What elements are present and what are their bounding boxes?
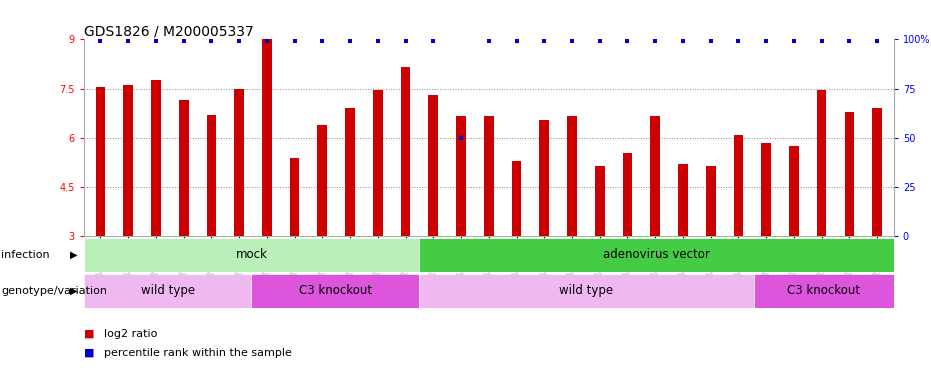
- Text: adenovirus vector: adenovirus vector: [603, 249, 709, 261]
- Point: [509, 38, 524, 44]
- Bar: [512, 161, 521, 236]
- Point: [204, 38, 219, 44]
- Point: [759, 38, 774, 44]
- Point: [371, 38, 385, 44]
- Bar: [419, 274, 754, 308]
- Text: genotype/variation: genotype/variation: [1, 286, 107, 296]
- Bar: [816, 90, 827, 236]
- Text: ■: ■: [84, 348, 94, 357]
- Bar: [373, 90, 383, 236]
- Bar: [84, 274, 251, 308]
- Point: [537, 38, 552, 44]
- Point: [232, 38, 247, 44]
- Bar: [179, 100, 188, 236]
- Bar: [456, 117, 466, 236]
- Bar: [400, 67, 411, 236]
- Bar: [419, 238, 894, 272]
- Text: wild type: wild type: [560, 284, 614, 297]
- Bar: [706, 166, 716, 236]
- Text: GDS1826 / M200005337: GDS1826 / M200005337: [84, 24, 253, 38]
- Point: [398, 38, 413, 44]
- Bar: [623, 153, 632, 236]
- Point: [815, 38, 830, 44]
- Text: log2 ratio: log2 ratio: [104, 329, 157, 339]
- Bar: [651, 117, 660, 236]
- Bar: [567, 117, 577, 236]
- Point: [343, 38, 358, 44]
- Point: [315, 38, 330, 44]
- Bar: [345, 108, 355, 236]
- Bar: [872, 108, 882, 236]
- Bar: [428, 95, 439, 236]
- Bar: [754, 274, 894, 308]
- Point: [620, 38, 635, 44]
- Text: infection: infection: [1, 250, 49, 260]
- Text: ▶: ▶: [70, 250, 77, 260]
- Bar: [539, 120, 549, 236]
- Point: [93, 38, 108, 44]
- Bar: [595, 166, 604, 236]
- Bar: [262, 39, 272, 236]
- Bar: [789, 146, 799, 236]
- Text: wild type: wild type: [141, 284, 195, 297]
- Bar: [290, 158, 300, 236]
- Bar: [151, 80, 161, 236]
- Bar: [844, 112, 855, 236]
- Point: [260, 38, 275, 44]
- Point: [481, 38, 496, 44]
- Point: [287, 38, 302, 44]
- Bar: [762, 143, 771, 236]
- Point: [870, 38, 884, 44]
- Point: [731, 38, 746, 44]
- Bar: [678, 164, 688, 236]
- Bar: [251, 274, 419, 308]
- Point: [121, 38, 136, 44]
- Text: C3 knockout: C3 knockout: [299, 284, 371, 297]
- Point: [648, 38, 663, 44]
- Bar: [84, 238, 419, 272]
- Point: [176, 38, 191, 44]
- Bar: [734, 135, 743, 236]
- Point: [842, 38, 857, 44]
- Point: [787, 38, 802, 44]
- Bar: [484, 117, 493, 236]
- Point: [564, 38, 579, 44]
- Bar: [207, 115, 216, 236]
- Text: mock: mock: [236, 249, 267, 261]
- Text: percentile rank within the sample: percentile rank within the sample: [104, 348, 292, 357]
- Point: [676, 38, 691, 44]
- Bar: [96, 87, 105, 236]
- Point: [453, 135, 468, 141]
- Point: [592, 38, 607, 44]
- Bar: [235, 88, 244, 236]
- Text: ▶: ▶: [70, 286, 77, 296]
- Text: ■: ■: [84, 329, 94, 339]
- Point: [703, 38, 718, 44]
- Bar: [317, 124, 327, 236]
- Point: [148, 38, 163, 44]
- Bar: [123, 86, 133, 236]
- Text: C3 knockout: C3 knockout: [788, 284, 860, 297]
- Point: [425, 38, 440, 44]
